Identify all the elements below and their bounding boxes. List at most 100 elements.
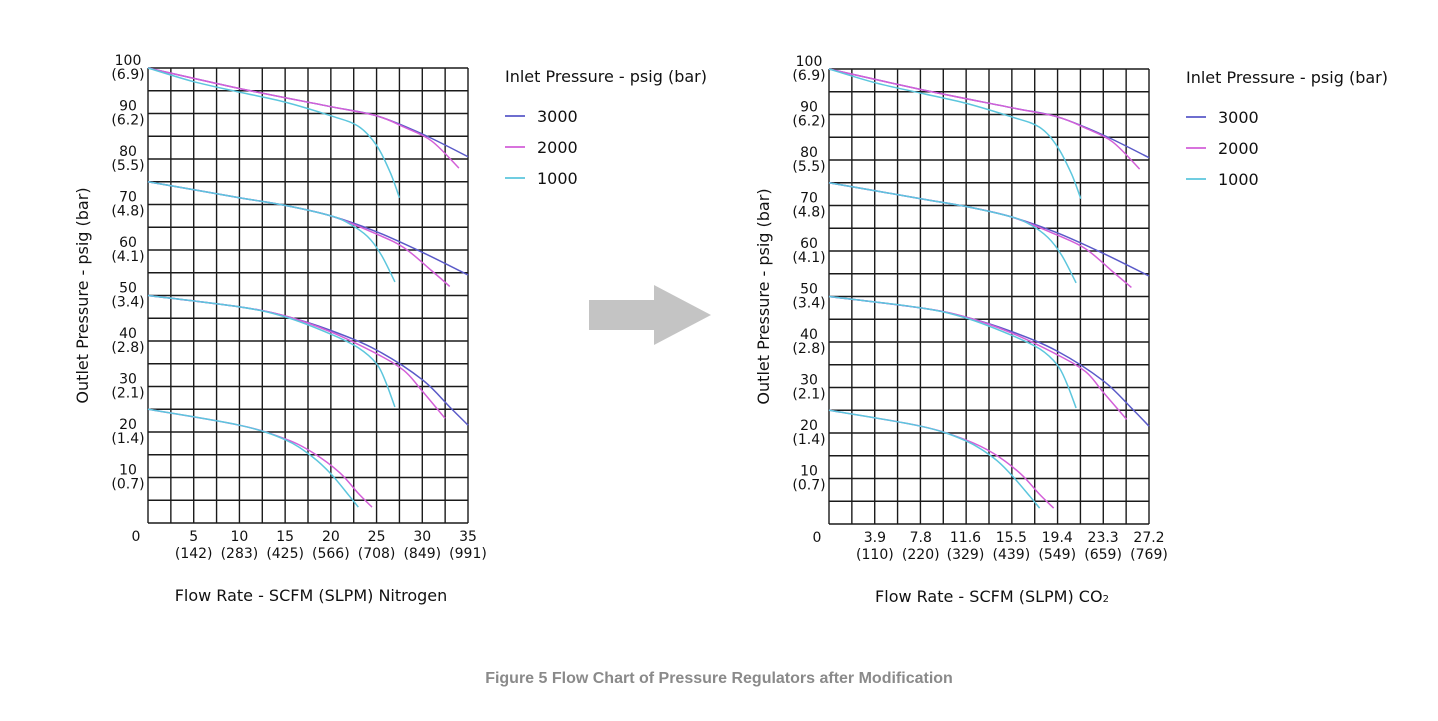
legend: Inlet Pressure - psig (bar) 3000 2000 1000 — [505, 67, 707, 188]
y-tick-label-bar: (0.7) — [111, 477, 144, 493]
series-2000-curve — [828, 409, 1055, 509]
legend-label-2000: 2000 — [537, 138, 578, 157]
x-tick-label-slpm: (566) — [312, 546, 350, 562]
y-tick-label: 80 — [800, 145, 818, 161]
x-tick-label-slpm: (549) — [1038, 547, 1076, 563]
series-2000 — [147, 67, 460, 508]
y-tick-label: 10 — [800, 464, 818, 480]
y-tick-label-bar: (6.2) — [111, 113, 144, 129]
y-tick-label: 100 — [796, 54, 823, 70]
x-tick-label: 30 — [413, 529, 431, 545]
series-1000-curve — [828, 295, 1077, 409]
x-tick-label-slpm: (991) — [449, 546, 487, 562]
x-tick-label-slpm: (769) — [1130, 547, 1168, 563]
y-tick-label: 50 — [800, 282, 818, 298]
y-tick-label: 30 — [800, 373, 818, 389]
x-tick-label: 10 — [231, 529, 249, 545]
y-tick-label: 70 — [119, 190, 137, 206]
x-tick-label-slpm: (142) — [175, 546, 213, 562]
y-tick-label: 40 — [119, 326, 137, 342]
x-tick-label-slpm: (849) — [403, 546, 441, 562]
plot-grid — [147, 67, 469, 524]
y-tick-label: 100 — [115, 53, 142, 69]
series-2000-curve — [147, 408, 373, 508]
x-axis-label-subscript: 2 — [1103, 594, 1109, 605]
series-2000-curve — [147, 67, 460, 169]
y-tick-label-bar: (2.1) — [792, 387, 825, 403]
x-tick-label: 11.6 — [950, 530, 981, 546]
x-tick-label: 27.2 — [1133, 530, 1164, 546]
legend-label-1000: 1000 — [537, 169, 578, 188]
charts-canvas: 010(0.7)20(1.4)30(2.1)40(2.8)50(3.4)60(4… — [73, 53, 1388, 606]
x-tick-label-slpm: (283) — [221, 546, 259, 562]
x-tick-label-slpm: (708) — [358, 546, 396, 562]
y-tick-label-bar: (2.1) — [111, 386, 144, 402]
y-tick-label-bar: (6.9) — [792, 68, 825, 84]
x-tick-label-slpm: (110) — [856, 547, 894, 563]
x-tick-label: 3.9 — [864, 530, 886, 546]
y-tick-label: 20 — [119, 417, 137, 433]
x-tick-label: 19.4 — [1042, 530, 1073, 546]
y-tick-label-bar: (1.4) — [792, 432, 825, 448]
x-tick-label: 7.8 — [910, 530, 932, 546]
y-tick-label: 90 — [119, 99, 137, 115]
chart-1: 010(0.7)20(1.4)30(2.1)40(2.8)50(3.4)60(4… — [73, 53, 707, 605]
y-tick-label-bar: (4.1) — [792, 250, 825, 266]
y-tick-label-zero: 0 — [813, 530, 822, 546]
series-2000-curve — [828, 295, 1128, 420]
x-tick-label: 15.5 — [996, 530, 1027, 546]
y-tick-label-bar: (5.5) — [792, 159, 825, 175]
y-tick-label: 50 — [119, 281, 137, 297]
y-tick-label: 60 — [119, 235, 137, 251]
legend-label-1000: 1000 — [1218, 170, 1259, 189]
figure-caption: Figure 5 Flow Chart of Pressure Regulato… — [485, 670, 953, 687]
plot-grid — [828, 68, 1150, 525]
x-tick-label: 15 — [276, 529, 294, 545]
y-tick-label: 70 — [800, 191, 818, 207]
x-axis-label: Flow Rate - SCFM (SLPM) Nitrogen — [175, 586, 448, 605]
series-1000-curve — [828, 68, 1082, 199]
y-tick-label: 20 — [800, 418, 818, 434]
y-tick-label-zero: 0 — [132, 529, 141, 545]
x-tick-label: 20 — [322, 529, 340, 545]
y-tick-label-bar: (2.8) — [111, 340, 144, 356]
y-tick-label: 40 — [800, 327, 818, 343]
y-tick-label: 80 — [119, 144, 137, 160]
series-1000 — [147, 67, 401, 508]
y-tick-label-bar: (6.2) — [792, 114, 825, 130]
y-tick-label-bar: (3.4) — [111, 295, 144, 311]
x-tick-label-slpm: (659) — [1084, 547, 1122, 563]
series-1000 — [828, 68, 1082, 509]
x-tick-label-slpm: (329) — [947, 547, 985, 563]
x-tick-label-slpm: (425) — [266, 546, 304, 562]
x-tick-label: 35 — [459, 529, 477, 545]
series-1000-curve — [147, 181, 396, 283]
series-1000-curve — [828, 409, 1041, 509]
arrow-icon — [589, 285, 711, 345]
legend-label-3000: 3000 — [537, 107, 578, 126]
x-tick-label-slpm: (439) — [993, 547, 1031, 563]
y-tick-label-bar: (4.8) — [792, 205, 825, 221]
chart-2: 010(0.7)20(1.4)30(2.1)40(2.8)50(3.4)60(4… — [754, 54, 1388, 606]
y-axis-label: Outlet Pressure - psig (bar) — [73, 187, 92, 403]
legend-label-2000: 2000 — [1218, 139, 1259, 158]
y-tick-label: 90 — [800, 100, 818, 116]
y-tick-label-bar: (1.4) — [111, 431, 144, 447]
legend-label-3000: 3000 — [1218, 108, 1259, 127]
series-2000 — [828, 68, 1141, 509]
legend-title: Inlet Pressure - psig (bar) — [1186, 68, 1388, 87]
series-2000-curve — [828, 68, 1141, 170]
y-tick-label-bar: (4.8) — [111, 204, 144, 220]
y-tick-label-bar: (2.8) — [792, 341, 825, 357]
x-tick-label: 23.3 — [1088, 530, 1119, 546]
legend: Inlet Pressure - psig (bar) 3000 2000 1000 — [1186, 68, 1388, 189]
y-tick-label-bar: (0.7) — [792, 478, 825, 494]
x-tick-label: 5 — [189, 529, 198, 545]
series-1000-curve — [828, 182, 1077, 284]
y-tick-label: 10 — [119, 463, 137, 479]
series-1000-curve — [147, 67, 401, 198]
x-tick-label-slpm: (220) — [902, 547, 940, 563]
y-axis-label: Outlet Pressure - psig (bar) — [754, 188, 773, 404]
x-tick-label: 25 — [368, 529, 386, 545]
